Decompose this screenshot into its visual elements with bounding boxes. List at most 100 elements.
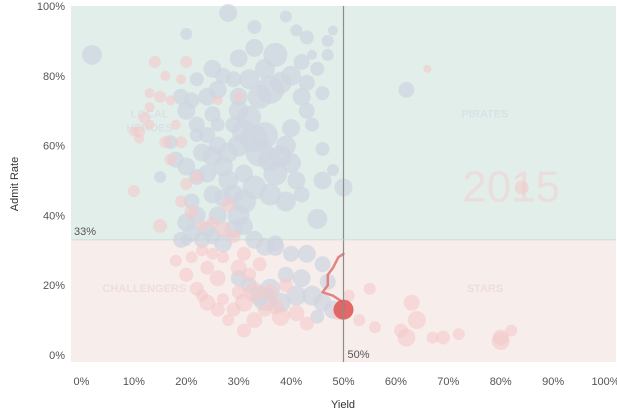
quadrant-label-line: PIRATES [462,109,509,121]
year-watermark: 2015 [462,162,560,211]
y-tick-label: 0% [49,350,65,362]
point-red-62 [363,282,376,295]
point-red-25 [206,216,219,229]
point-red-27 [226,229,241,244]
point-red-76 [128,126,139,137]
point-red-17 [196,219,209,232]
point-red-69 [436,330,451,345]
point-red-50 [216,251,229,264]
point-red-23 [233,91,244,102]
point-gray-11 [310,61,325,76]
point-red-42 [236,323,251,338]
point-gray-50 [275,135,296,156]
x-tick-label: 80% [490,376,512,388]
point-gray-29 [198,87,217,106]
point-gray-82 [307,208,328,229]
point-red-24 [221,197,236,212]
quadrant-labels: LOCALHEROESPIRATESCHALLENGERSSTARS [102,109,508,296]
point-red-65 [397,328,416,347]
point-gray-98 [204,106,221,123]
point-red-41 [246,312,263,329]
y-tick-label: 60% [43,141,65,153]
point-red-57 [231,285,246,300]
point-gray-83 [282,119,301,138]
point-gray-48 [263,161,288,186]
y-tick-label: 80% [43,71,65,83]
point-gray-33 [177,101,196,120]
point-gray-18 [263,42,288,67]
point-red-63 [368,321,381,334]
point-red-56 [216,293,229,306]
point-gray-8 [321,34,334,47]
x-tick-label: 10% [123,376,145,388]
point-red-68 [426,331,439,344]
point-red-54 [206,247,219,260]
y-tick-label: 40% [43,210,65,222]
point-gray-1 [219,3,238,22]
point-gray-15 [229,49,248,68]
point-red-22 [212,95,223,106]
point-gray-62 [203,185,222,204]
point-gray-14 [315,86,330,101]
point-red-31 [252,257,267,272]
point-red-15 [175,195,188,208]
x-tick-label: 40% [280,376,302,388]
point-gray-4 [279,10,292,23]
reference-lines: 50% 33% [71,6,616,362]
point-red-14 [190,171,203,184]
point-red-70 [452,328,465,341]
point-red-43 [222,314,235,327]
point-gray-84 [298,102,315,119]
point-gray-52 [287,171,306,190]
point-gray-74 [234,216,253,235]
x-tick-label: 0% [74,376,90,388]
point-red-1 [160,70,171,81]
point-red-2 [176,74,187,85]
point-red-20 [144,88,155,99]
point-red-72 [492,329,509,346]
point-gray-99 [225,116,242,133]
point-red-55 [196,289,209,302]
point-red-0 [148,55,161,68]
point-red-9 [159,136,172,149]
point-red-28 [236,246,251,261]
point-red-36 [288,305,305,322]
point-gray-114 [292,269,311,288]
point-red-11 [175,136,188,149]
point-gray-6 [299,30,314,45]
point-gray-110 [286,285,307,306]
quadrant-label-line: CHALLENGERS [102,283,186,295]
point-gray-16 [245,38,264,57]
quadrant-label-1: PIRATES [462,109,509,121]
quadrant-label-2: CHALLENGERS [102,283,186,295]
point-red-40 [257,302,272,317]
y-tick-label: 100% [37,1,65,13]
point-red-37 [299,316,314,331]
quadrant-label-3: STARS [467,283,503,295]
point-red-10 [170,119,181,130]
x-tick-label: 20% [175,376,197,388]
point-red-73 [505,324,518,337]
point-gray-104 [314,256,331,273]
point-red-61 [353,314,366,327]
point-red-26 [214,221,231,238]
point-gray-32 [173,88,190,105]
point-gray-10 [293,53,310,70]
point-red-13 [180,178,193,190]
x-tick-label: 100% [591,376,617,388]
point-gray-100 [398,81,415,98]
admit-reference-label: 33% [74,226,96,238]
x-tick-label: 70% [437,376,459,388]
point-red-77 [134,133,145,144]
point-gray-3 [247,19,262,34]
watermark-layer: 2015 [462,162,560,211]
point-gray-34 [188,116,205,133]
point-gray-88 [234,164,253,183]
point-red-75 [423,64,432,73]
x-tick-label: 90% [542,376,564,388]
point-gray-101 [283,245,300,262]
point-red-3 [180,55,193,68]
quadrant-label-line: STARS [467,283,503,295]
point-gray-35 [199,127,216,144]
